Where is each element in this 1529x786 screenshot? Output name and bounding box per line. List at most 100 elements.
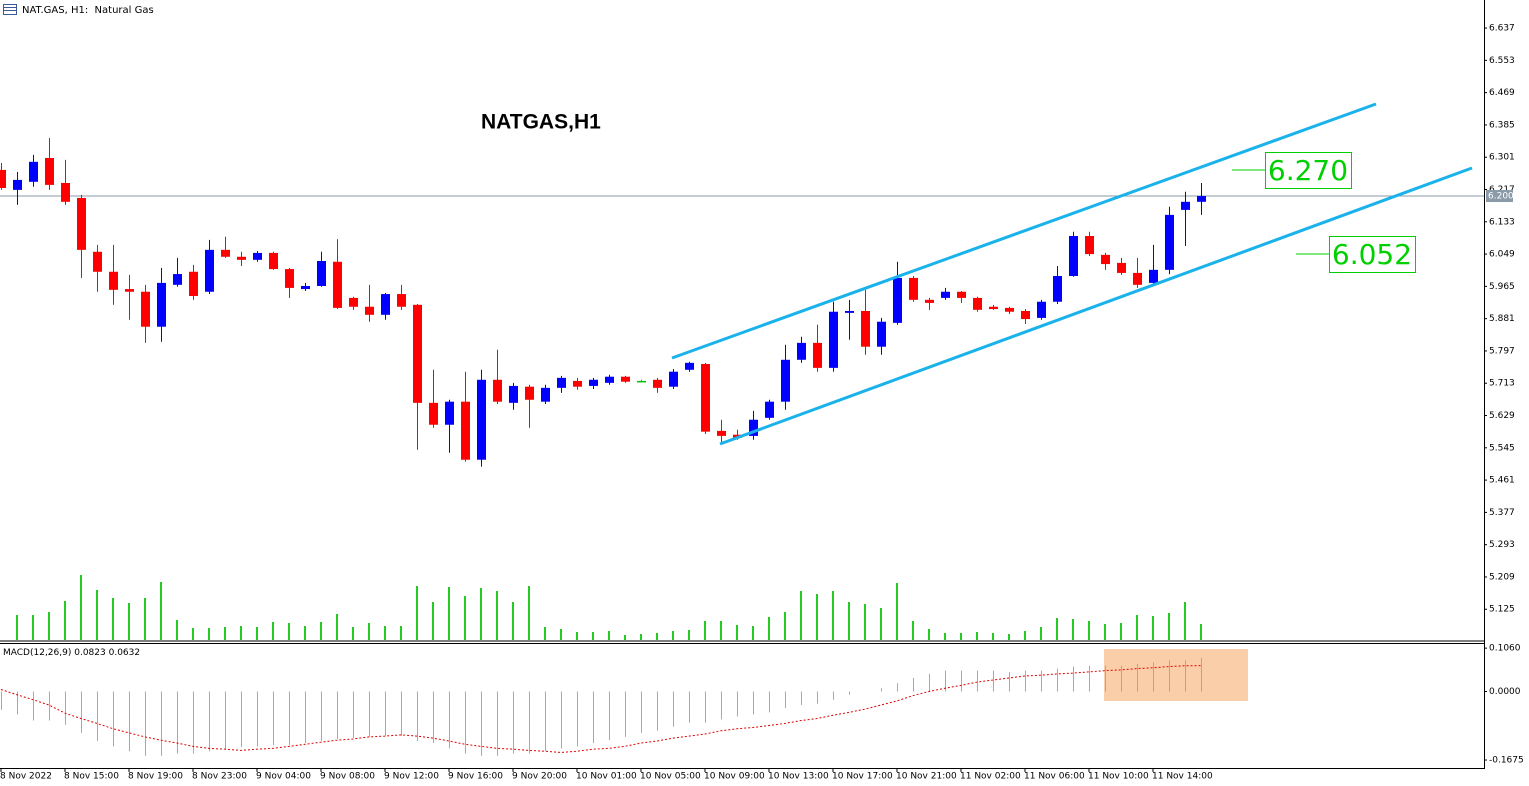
volume-bar [672, 631, 674, 640]
macd-label: MACD(12,26,9) [3, 648, 71, 658]
volume-bar [400, 626, 402, 640]
candle-body [477, 379, 486, 460]
y-tick-label: 5.965 [1489, 282, 1515, 292]
candle-body [125, 289, 134, 292]
x-tick-label: 8 Nov 15:00 [64, 772, 119, 782]
candle-body [653, 379, 662, 388]
candle-body [877, 321, 886, 347]
annotation-box [1329, 236, 1416, 273]
volume-bar [1040, 627, 1042, 640]
signal-value: 0.0632 [109, 648, 141, 658]
volume-bar [224, 627, 226, 640]
volume-bar [16, 615, 18, 640]
y-tick-label: 5.209 [1489, 572, 1515, 582]
candle-body [1005, 307, 1014, 312]
x-tick-label: 8 Nov 2022 [0, 772, 52, 782]
candle-body [701, 364, 710, 432]
candle-body [845, 310, 854, 313]
candle-body [621, 376, 630, 382]
y-tick-label: 5.461 [1489, 476, 1515, 486]
candle-body [1165, 214, 1174, 270]
volume-bar [912, 621, 914, 640]
candle-body [1069, 236, 1078, 276]
volume-bar [368, 623, 370, 640]
current-price-tag [1486, 190, 1513, 203]
macd-legend: MACD(12,26,9) 0.0823 0.0632 [3, 648, 140, 658]
volume-bar [1072, 619, 1074, 640]
candle-body [445, 401, 454, 425]
candle-body [557, 377, 566, 388]
candle-body [93, 251, 102, 272]
candle-body [269, 252, 278, 270]
macd-value: 0.0823 [74, 648, 106, 658]
x-tick-label: 10 Nov 21:00 [896, 772, 957, 782]
volume-bar [1056, 618, 1058, 640]
y-tick-label: 5.293 [1489, 540, 1515, 550]
candle-body [909, 277, 918, 300]
x-tick-label: 11 Nov 10:00 [1088, 772, 1149, 782]
x-tick-label: 9 Nov 20:00 [512, 772, 567, 782]
volume-bar [208, 628, 210, 640]
volume-bar [832, 591, 834, 640]
candle-body [941, 291, 950, 298]
volume-bar [512, 602, 514, 640]
candle-body [77, 197, 86, 250]
candle-body [13, 179, 22, 190]
volume-bar [624, 635, 626, 640]
volume-bar [960, 633, 962, 640]
volume-bar [576, 632, 578, 640]
volume-bar [128, 603, 130, 640]
y-tick-label: 6.637 [1489, 24, 1515, 34]
candle-body [1101, 254, 1110, 265]
candle-body [333, 261, 342, 308]
candle-body [29, 161, 38, 182]
volume-bar [544, 627, 546, 640]
candle-body [205, 249, 214, 292]
x-tick-label: 9 Nov 08:00 [320, 772, 375, 782]
candle-body [381, 294, 390, 315]
x-tick-label: 11 Nov 06:00 [1024, 772, 1085, 782]
volume-bar [640, 634, 642, 640]
volume-bar [608, 631, 610, 640]
candle-body [957, 291, 966, 298]
candle-body [253, 252, 262, 260]
volume-bar [592, 632, 594, 640]
annotation-label: 6.052 [1332, 238, 1412, 271]
volume-bar [448, 587, 450, 640]
x-tick-label: 9 Nov 12:00 [384, 772, 439, 782]
x-tick-label: 10 Nov 01:00 [576, 772, 637, 782]
candle-body [365, 306, 374, 315]
volume-bar [384, 626, 386, 640]
candle-body [1197, 196, 1206, 202]
y-tick-label: 6.553 [1489, 56, 1515, 66]
annotation-box [1265, 152, 1352, 189]
volume-bar [528, 586, 530, 640]
candle-body [717, 430, 726, 436]
volume-bar [784, 612, 786, 640]
candle-body [141, 291, 150, 327]
candle-body [45, 157, 54, 185]
chart-header: NAT.GAS, H1: Natural Gas [22, 5, 154, 16]
y-tick-label: 6.301 [1489, 153, 1515, 163]
y-tick-label: 0.0000 [1489, 687, 1521, 697]
y-tick-label: 5.797 [1489, 346, 1515, 356]
volume-bar [160, 582, 162, 640]
y-tick-label: 6.385 [1489, 120, 1515, 130]
candle-body [1181, 201, 1190, 210]
candle-body [989, 306, 998, 310]
volume-bar [112, 598, 114, 640]
volume-bar [720, 621, 722, 640]
volume-bar [48, 612, 50, 640]
y-tick-label: 5.377 [1489, 508, 1515, 518]
volume-bar [304, 626, 306, 640]
volume-bar [320, 622, 322, 640]
volume-bar [1120, 623, 1122, 640]
channel-line [671, 102, 1377, 360]
x-tick-label: 10 Nov 17:00 [832, 772, 893, 782]
candle-body [285, 269, 294, 288]
highlight-box [1104, 649, 1248, 701]
candle-body [1037, 301, 1046, 318]
x-tick-label: 8 Nov 19:00 [128, 772, 183, 782]
candle-body [349, 297, 358, 307]
